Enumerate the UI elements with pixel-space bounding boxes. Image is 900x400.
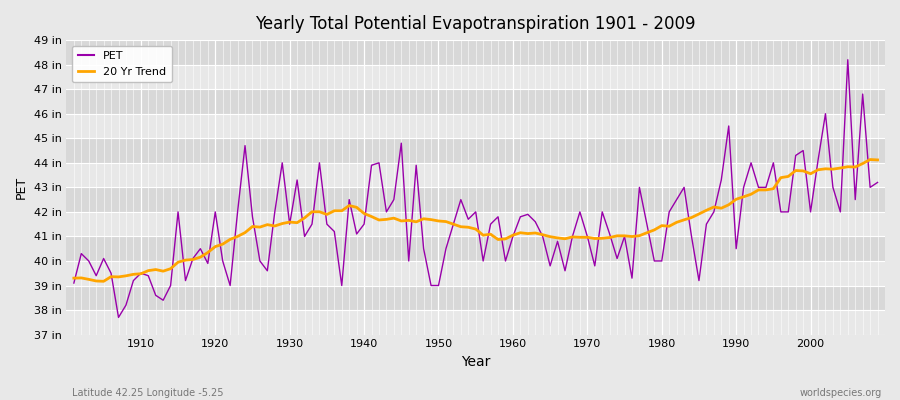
Bar [67,114,885,138]
Text: Latitude 42.25 Longitude -5.25: Latitude 42.25 Longitude -5.25 [72,388,223,398]
Title: Yearly Total Potential Evapotranspiration 1901 - 2009: Yearly Total Potential Evapotranspiratio… [256,15,696,33]
Bar [67,40,885,65]
X-axis label: Year: Year [461,355,491,369]
Bar [67,187,885,212]
Bar [67,236,885,261]
Bar [67,310,885,334]
Bar [67,138,885,163]
Legend: PET, 20 Yr Trend: PET, 20 Yr Trend [72,46,172,82]
Bar [67,65,885,89]
Text: worldspecies.org: worldspecies.org [800,388,882,398]
Bar [67,261,885,286]
Bar [67,212,885,236]
Bar [67,163,885,187]
Y-axis label: PET: PET [15,176,28,199]
Bar [67,286,885,310]
Bar [67,89,885,114]
